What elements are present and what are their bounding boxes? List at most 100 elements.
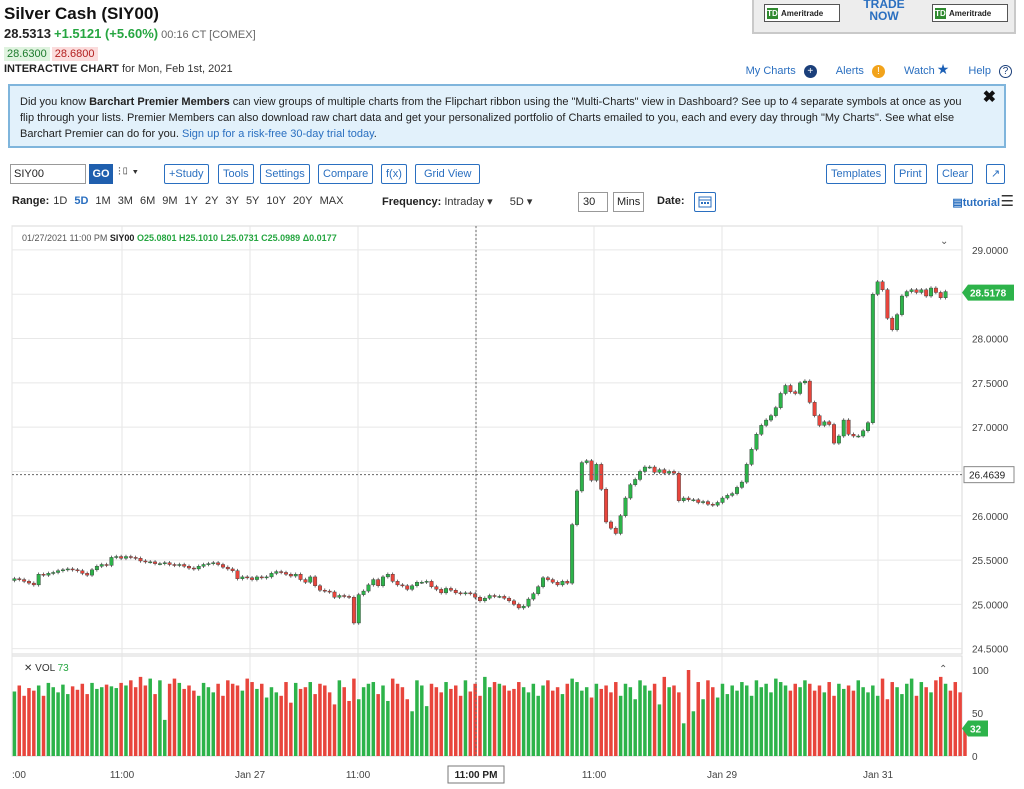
candle	[424, 581, 429, 583]
volume-bar	[565, 683, 570, 756]
chevron-down-icon[interactable]: ⌄	[940, 236, 948, 247]
menu-icon[interactable]: ☰	[1000, 193, 1014, 210]
volume-bar	[444, 682, 448, 756]
candle	[56, 570, 61, 573]
ad-banner[interactable]: TD Ameritrade TRADE NOW TD Ameritrade	[752, 0, 1016, 34]
volume-bar	[521, 687, 526, 756]
period-select[interactable]: 5D ▾	[510, 196, 533, 208]
range-option-max[interactable]: MAX	[319, 195, 344, 207]
volume-bar	[555, 687, 560, 756]
volume-bar	[822, 692, 827, 756]
candle	[584, 460, 589, 463]
candle	[589, 460, 594, 481]
study-button[interactable]: +Study	[164, 164, 209, 184]
chart-type-dropdown[interactable]: ⫶▯ ▾	[118, 166, 138, 179]
range-option-1m[interactable]: 1M	[95, 195, 111, 207]
range-option-3m[interactable]: 3M	[117, 195, 133, 207]
range-option-1d[interactable]: 1D	[53, 195, 68, 207]
candle	[17, 578, 22, 580]
candle	[327, 590, 332, 593]
range-option-5y[interactable]: 5Y	[245, 195, 260, 207]
candle	[434, 586, 439, 590]
volume-bar	[410, 711, 414, 756]
candle	[899, 295, 904, 315]
trial-link[interactable]: Sign up for a risk-free 30-day trial tod…	[182, 128, 374, 140]
range-option-20y[interactable]: 20Y	[292, 195, 313, 207]
candle	[332, 591, 337, 598]
price-chart[interactable]: 29.000028.500028.000027.500027.000026.50…	[0, 222, 1024, 789]
watch-label: Watch	[903, 65, 935, 77]
range-option-6m[interactable]: 6M	[139, 195, 156, 207]
volume-bar	[381, 685, 385, 756]
range-option-1y[interactable]: 1Y	[184, 195, 198, 207]
range-option-3y[interactable]: 3Y	[225, 195, 239, 207]
clear-button[interactable]: Clear	[937, 164, 974, 184]
candlestick-icon: ⫶▯	[118, 166, 130, 178]
volume-bar	[424, 706, 429, 756]
settings-button[interactable]: Settings	[260, 164, 310, 184]
close-study-icon[interactable]: ✕	[24, 663, 33, 674]
range-option-9m[interactable]: 9M	[162, 195, 178, 207]
candle	[31, 582, 36, 586]
notice-text-1: Did you know	[20, 96, 90, 108]
tools-button[interactable]: Tools	[218, 164, 254, 184]
volume-bar	[206, 687, 211, 756]
candle	[929, 287, 933, 297]
notice-text-3: .	[373, 128, 377, 140]
volume-bar	[575, 682, 579, 756]
volume-bar	[192, 690, 196, 756]
candle	[545, 577, 550, 580]
candle	[579, 462, 584, 492]
symbol-input[interactable]: SIY00	[10, 164, 86, 184]
chevron-up-icon[interactable]: ⌃	[939, 664, 947, 675]
frequency-select[interactable]: Intraday ▾	[444, 196, 492, 208]
my-charts-link[interactable]: My Charts +	[738, 64, 817, 78]
help-link[interactable]: Help?	[960, 64, 1012, 78]
range-option-2y[interactable]: 2Y	[205, 195, 219, 207]
alerts-link[interactable]: Alerts!	[828, 64, 885, 78]
candle	[196, 566, 201, 570]
volume-bar	[677, 692, 681, 756]
expand-icon[interactable]: ↗	[986, 164, 1006, 184]
volume-bar	[880, 678, 885, 756]
candle	[652, 466, 657, 473]
price-tick-label: 27.0000	[972, 423, 1009, 434]
close-icon[interactable]: ✖	[982, 89, 996, 106]
volume-bar	[589, 697, 594, 756]
trade-now-button[interactable]: TRADE NOW	[854, 0, 914, 22]
volume-bar	[599, 688, 603, 756]
candle	[895, 314, 900, 330]
price-panel	[11, 225, 963, 655]
volume-bar	[347, 700, 351, 756]
tutorial-link[interactable]: ▤tutorial	[952, 196, 1000, 209]
watch-link[interactable]: Watch ★	[896, 61, 949, 77]
candle	[536, 586, 541, 594]
volume-bar	[871, 685, 875, 756]
templates-button[interactable]: Templates	[826, 164, 887, 184]
brand-left: Ameritrade	[781, 8, 824, 18]
chevron-down-icon: ▾	[487, 196, 493, 208]
candle	[909, 289, 914, 292]
candle	[560, 581, 565, 586]
volume-bar	[507, 690, 511, 756]
range-option-5d[interactable]: 5D	[74, 195, 89, 207]
candle	[177, 564, 182, 566]
candle	[124, 556, 128, 559]
candle	[230, 568, 235, 571]
go-button[interactable]: GO	[89, 164, 113, 184]
fx-button[interactable]: f(x)	[381, 164, 407, 184]
range-option-10y[interactable]: 10Y	[266, 195, 286, 207]
candle	[235, 570, 240, 579]
crosshair-time-label: 11:00 PM	[455, 770, 498, 781]
aggregation-input[interactable]: 30	[578, 192, 608, 212]
film-icon: ▤	[952, 197, 963, 209]
compare-button[interactable]: Compare	[318, 164, 374, 184]
candle	[744, 464, 749, 483]
x-tick-label: :00	[12, 770, 26, 781]
volume-bar	[604, 685, 608, 756]
grid-view-button[interactable]: Grid View	[415, 164, 481, 184]
volume-bar	[551, 690, 555, 756]
volume-bar	[211, 692, 216, 756]
print-button[interactable]: Print	[894, 164, 927, 184]
calendar-icon[interactable]	[694, 192, 716, 212]
